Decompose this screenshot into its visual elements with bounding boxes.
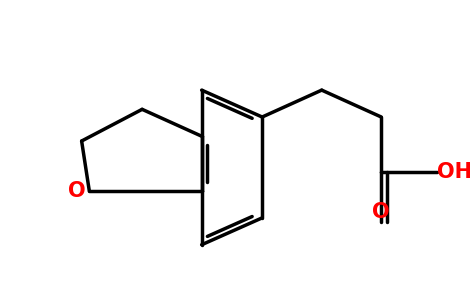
Text: OH: OH — [437, 162, 470, 182]
Text: O: O — [68, 181, 86, 201]
Text: O: O — [372, 202, 390, 222]
